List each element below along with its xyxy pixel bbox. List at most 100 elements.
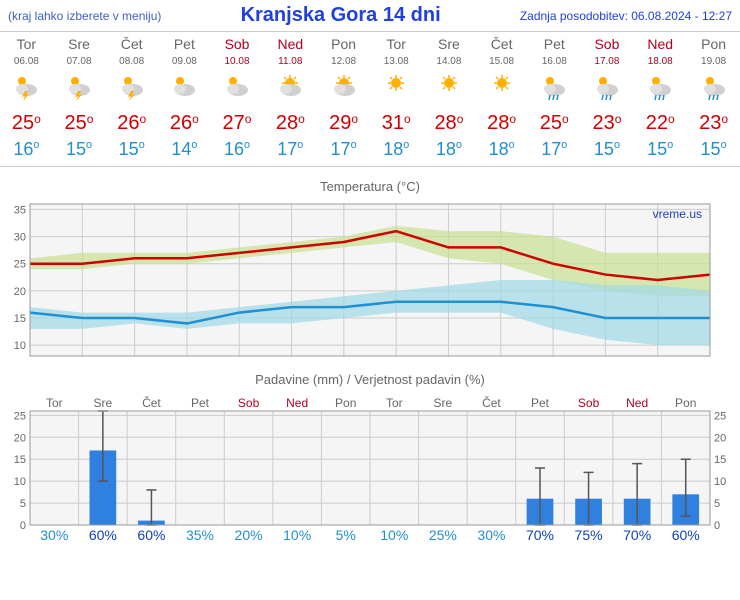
- weather-icon: [370, 69, 423, 110]
- high-temp: 25o: [528, 110, 581, 137]
- day-abbr: Ned: [263, 32, 317, 55]
- svg-text:10: 10: [14, 476, 26, 488]
- low-temp: 15o: [105, 137, 158, 167]
- last-updated: Zadnja posodobitev: 06.08.2024 - 12:27: [520, 9, 732, 23]
- day-date: 19.08: [687, 54, 740, 69]
- low-temp: 15o: [633, 137, 687, 167]
- weather-icon: [317, 69, 370, 110]
- svg-text:35: 35: [14, 204, 26, 216]
- weather-icon: [53, 69, 106, 110]
- svg-text:75%: 75%: [575, 527, 603, 543]
- day-date: 17.08: [581, 54, 634, 69]
- day-date: 16.08: [528, 54, 581, 69]
- svg-text:25%: 25%: [429, 527, 457, 543]
- svg-text:Sre: Sre: [94, 396, 113, 410]
- svg-text:10%: 10%: [380, 527, 408, 543]
- high-temp: 23o: [581, 110, 634, 137]
- svg-text:70%: 70%: [623, 527, 651, 543]
- icon-row: [0, 69, 740, 110]
- low-temp: 18o: [423, 137, 476, 167]
- low-temp: 14o: [158, 137, 211, 167]
- svg-text:15: 15: [714, 454, 726, 466]
- day-date: 12.08: [317, 54, 370, 69]
- precipitation-chart: 00551010151520202525TorSreČetPetSobNedPo…: [0, 393, 740, 543]
- day-date: 14.08: [423, 54, 476, 69]
- svg-text:15: 15: [14, 454, 26, 466]
- weather-icon: [211, 69, 264, 110]
- high-temp-row: 25o25o26o26o27o28o29o31o28o28o25o23o22o2…: [0, 110, 740, 137]
- svg-text:Pon: Pon: [675, 396, 696, 410]
- low-temp: 18o: [370, 137, 423, 167]
- svg-text:30: 30: [14, 232, 26, 244]
- svg-text:Tor: Tor: [386, 396, 403, 410]
- high-temp: 29o: [317, 110, 370, 137]
- low-temp: 16o: [0, 137, 53, 167]
- high-temp: 25o: [0, 110, 53, 137]
- svg-text:0: 0: [20, 520, 26, 532]
- svg-text:10: 10: [14, 340, 26, 352]
- svg-text:20%: 20%: [235, 527, 263, 543]
- day-date: 13.08: [370, 54, 423, 69]
- high-temp: 25o: [53, 110, 106, 137]
- svg-text:Tor: Tor: [46, 396, 63, 410]
- precip-chart-title: Padavine (mm) / Verjetnost padavin (%): [0, 360, 740, 393]
- svg-text:70%: 70%: [526, 527, 554, 543]
- day-abbr: Tor: [370, 32, 423, 55]
- low-temp: 15o: [53, 137, 106, 167]
- high-temp: 26o: [105, 110, 158, 137]
- svg-text:Pet: Pet: [531, 396, 550, 410]
- high-temp: 28o: [423, 110, 476, 137]
- svg-text:Sob: Sob: [578, 396, 600, 410]
- temperature-chart: 10 15 20 25 30 35 vreme.us: [0, 200, 740, 360]
- header: (kraj lahko izberete v meniju) Kranjska …: [0, 0, 740, 31]
- weather-icon: [475, 69, 528, 110]
- day-abbr: Tor: [0, 32, 53, 55]
- svg-text:30%: 30%: [477, 527, 505, 543]
- day-date: 07.08: [53, 54, 106, 69]
- svg-text:5%: 5%: [336, 527, 356, 543]
- day-date: 09.08: [158, 54, 211, 69]
- svg-text:25: 25: [14, 259, 26, 271]
- svg-text:5: 5: [20, 498, 26, 510]
- date-row: 06.0807.0808.0809.0810.0811.0812.0813.08…: [0, 54, 740, 69]
- day-abbr: Čet: [105, 32, 158, 55]
- svg-text:5: 5: [714, 498, 720, 510]
- weather-icon: [687, 69, 740, 110]
- svg-text:60%: 60%: [89, 527, 117, 543]
- temp-chart-title: Temperatura (°C): [0, 167, 740, 200]
- svg-text:Pon: Pon: [335, 396, 356, 410]
- svg-text:30%: 30%: [40, 527, 68, 543]
- svg-text:Sob: Sob: [238, 396, 260, 410]
- weather-icon: [105, 69, 158, 110]
- low-temp-row: 16o15o15o14o16o17o17o18o18o18o17o15o15o1…: [0, 137, 740, 167]
- day-abbr: Pet: [158, 32, 211, 55]
- svg-text:10%: 10%: [283, 527, 311, 543]
- day-abbr: Sre: [423, 32, 476, 55]
- day-abbr: Čet: [475, 32, 528, 55]
- day-date: 15.08: [475, 54, 528, 69]
- svg-text:vreme.us: vreme.us: [653, 207, 702, 221]
- svg-text:60%: 60%: [672, 527, 700, 543]
- low-temp: 15o: [581, 137, 634, 167]
- low-temp: 17o: [263, 137, 317, 167]
- high-temp: 27o: [211, 110, 264, 137]
- menu-note[interactable]: (kraj lahko izberete v meniju): [8, 9, 161, 23]
- weather-icon: [581, 69, 634, 110]
- low-temp: 17o: [528, 137, 581, 167]
- forecast-table: TorSreČetPetSobNedPonTorSreČetPetSobNedP…: [0, 31, 740, 167]
- svg-text:20: 20: [14, 432, 26, 444]
- svg-text:35%: 35%: [186, 527, 214, 543]
- svg-text:Ned: Ned: [626, 396, 648, 410]
- weather-icon: [528, 69, 581, 110]
- day-date: 18.08: [633, 54, 687, 69]
- low-temp: 17o: [317, 137, 370, 167]
- high-temp: 26o: [158, 110, 211, 137]
- weather-icon: [263, 69, 317, 110]
- high-temp: 31o: [370, 110, 423, 137]
- day-abbr: Pon: [317, 32, 370, 55]
- svg-text:60%: 60%: [137, 527, 165, 543]
- svg-text:15: 15: [14, 313, 26, 325]
- high-temp: 23o: [687, 110, 740, 137]
- svg-text:20: 20: [14, 286, 26, 298]
- day-abbr: Sre: [53, 32, 106, 55]
